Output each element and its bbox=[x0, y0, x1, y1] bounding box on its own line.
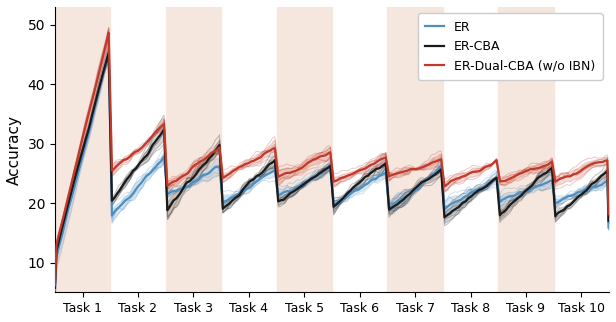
Y-axis label: Accuracy: Accuracy bbox=[7, 115, 22, 185]
Bar bbox=[166, 7, 221, 292]
Line: ER-Dual-CBA (w/o IBN): ER-Dual-CBA (w/o IBN) bbox=[55, 33, 609, 285]
ER-Dual-CBA (w/o IBN) bbox=[105, 31, 112, 35]
ER-Dual-CBA (w/o IBN) bbox=[493, 162, 501, 166]
ER-Dual-CBA (w/o IBN) bbox=[432, 159, 439, 163]
ER-Dual-CBA (w/o IBN) bbox=[51, 283, 59, 287]
Line: ER-CBA: ER-CBA bbox=[55, 53, 609, 288]
ER-CBA bbox=[275, 199, 283, 203]
ER-Dual-CBA (w/o IBN) bbox=[275, 174, 283, 178]
ER-Dual-CBA (w/o IBN) bbox=[605, 212, 612, 216]
Bar bbox=[498, 7, 554, 292]
ER bbox=[296, 184, 303, 187]
ER bbox=[275, 193, 283, 197]
ER-CBA bbox=[108, 199, 116, 203]
ER bbox=[108, 214, 116, 218]
ER bbox=[493, 179, 501, 183]
ER-Dual-CBA (w/o IBN) bbox=[296, 167, 303, 171]
ER-CBA bbox=[51, 286, 59, 290]
ER-Dual-CBA (w/o IBN) bbox=[108, 168, 116, 172]
ER-CBA bbox=[493, 182, 501, 186]
ER bbox=[484, 182, 491, 186]
ER bbox=[105, 50, 112, 54]
ER-CBA bbox=[484, 184, 491, 188]
Bar bbox=[277, 7, 332, 292]
Line: ER: ER bbox=[55, 52, 609, 290]
ER-CBA bbox=[105, 51, 112, 55]
ER-CBA bbox=[605, 219, 612, 223]
Bar bbox=[387, 7, 443, 292]
ER bbox=[605, 226, 612, 230]
ER bbox=[51, 289, 59, 292]
ER bbox=[432, 170, 439, 174]
ER-CBA bbox=[432, 172, 439, 176]
Bar bbox=[55, 7, 110, 292]
Legend: ER, ER-CBA, ER-Dual-CBA (w/o IBN): ER, ER-CBA, ER-Dual-CBA (w/o IBN) bbox=[418, 13, 603, 80]
ER-CBA bbox=[296, 185, 303, 189]
ER-Dual-CBA (w/o IBN) bbox=[484, 165, 491, 168]
